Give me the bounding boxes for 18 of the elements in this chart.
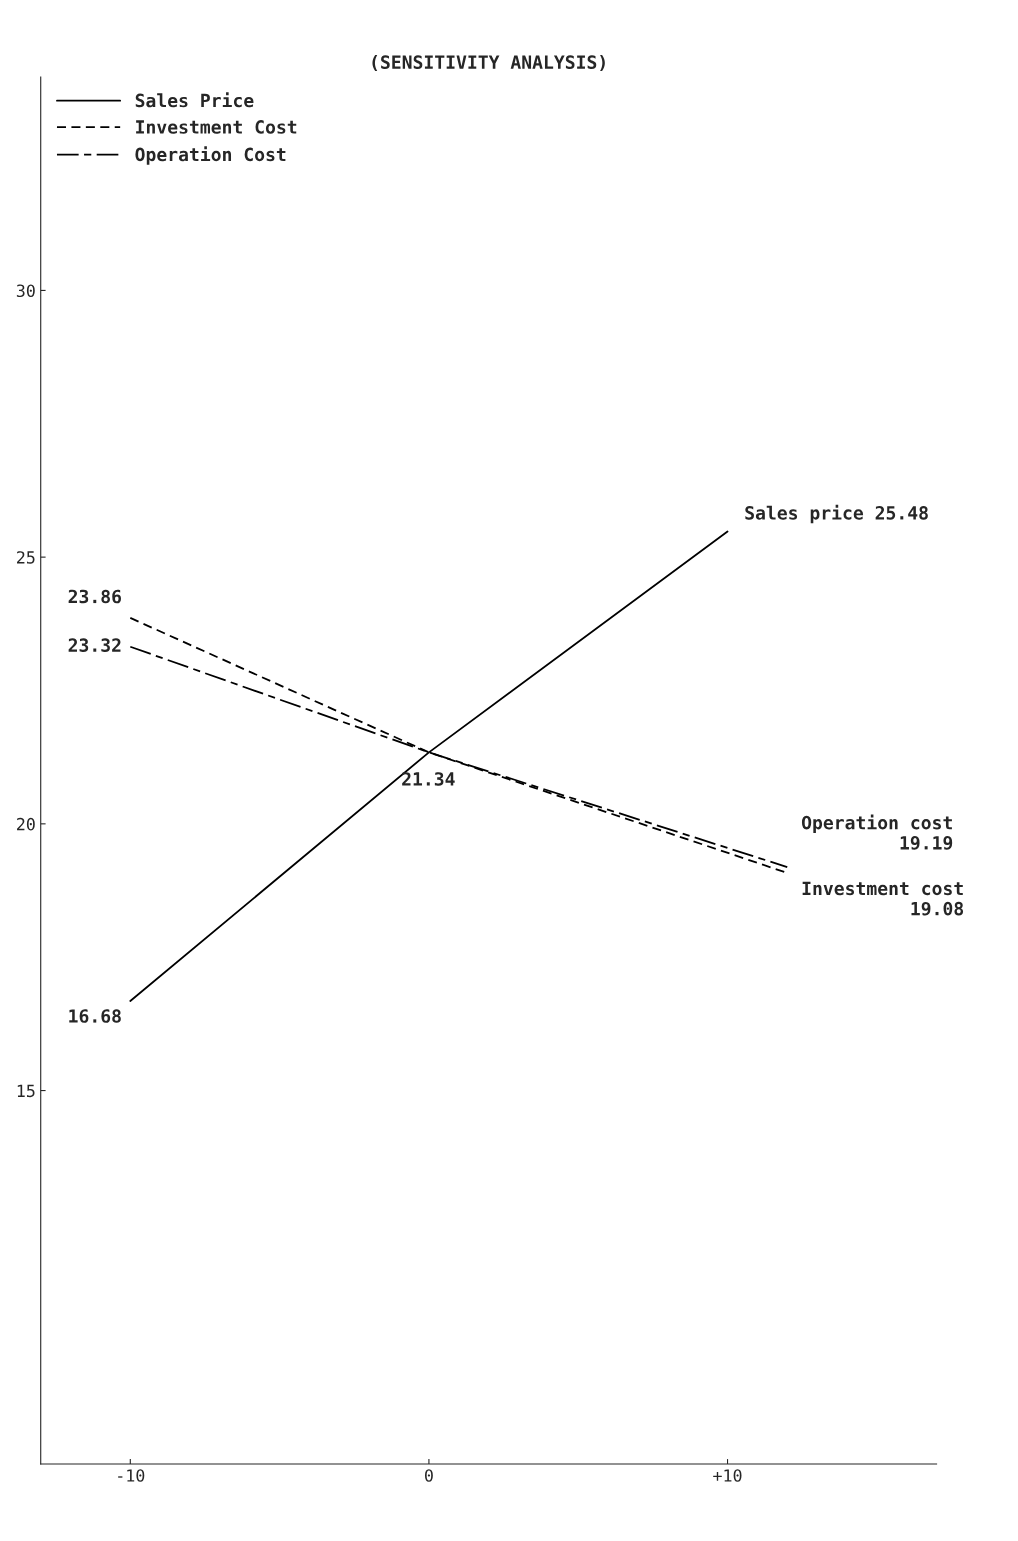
chart-title: (SENSITIVITY ANALYSIS): [372, 55, 605, 72]
x-tick-label: +10: [713, 1469, 742, 1482]
annotation: Operation cost 19.19: [801, 814, 953, 850]
legend-label: Investment Cost: [136, 120, 297, 134]
annotation: 21.34: [402, 772, 455, 786]
y-tick-label: 25: [17, 551, 35, 564]
annotation: 23.32: [68, 638, 121, 652]
annotation: 16.68: [69, 1009, 121, 1023]
y-tick-label: 20: [17, 817, 35, 831]
y-tick-label: 30: [16, 284, 35, 298]
legend-label: Operation Cost: [135, 146, 286, 165]
annotation: 23.86: [68, 589, 121, 604]
x-tick-label: 0: [424, 1469, 433, 1482]
legend-label: Sales Price: [135, 92, 254, 108]
x-tick-label: -10: [118, 1469, 145, 1482]
annotation: Sales price 25.48: [745, 504, 928, 524]
y-tick-label: 15: [17, 1084, 35, 1098]
annotation: Investment cost 19.08: [802, 881, 964, 916]
